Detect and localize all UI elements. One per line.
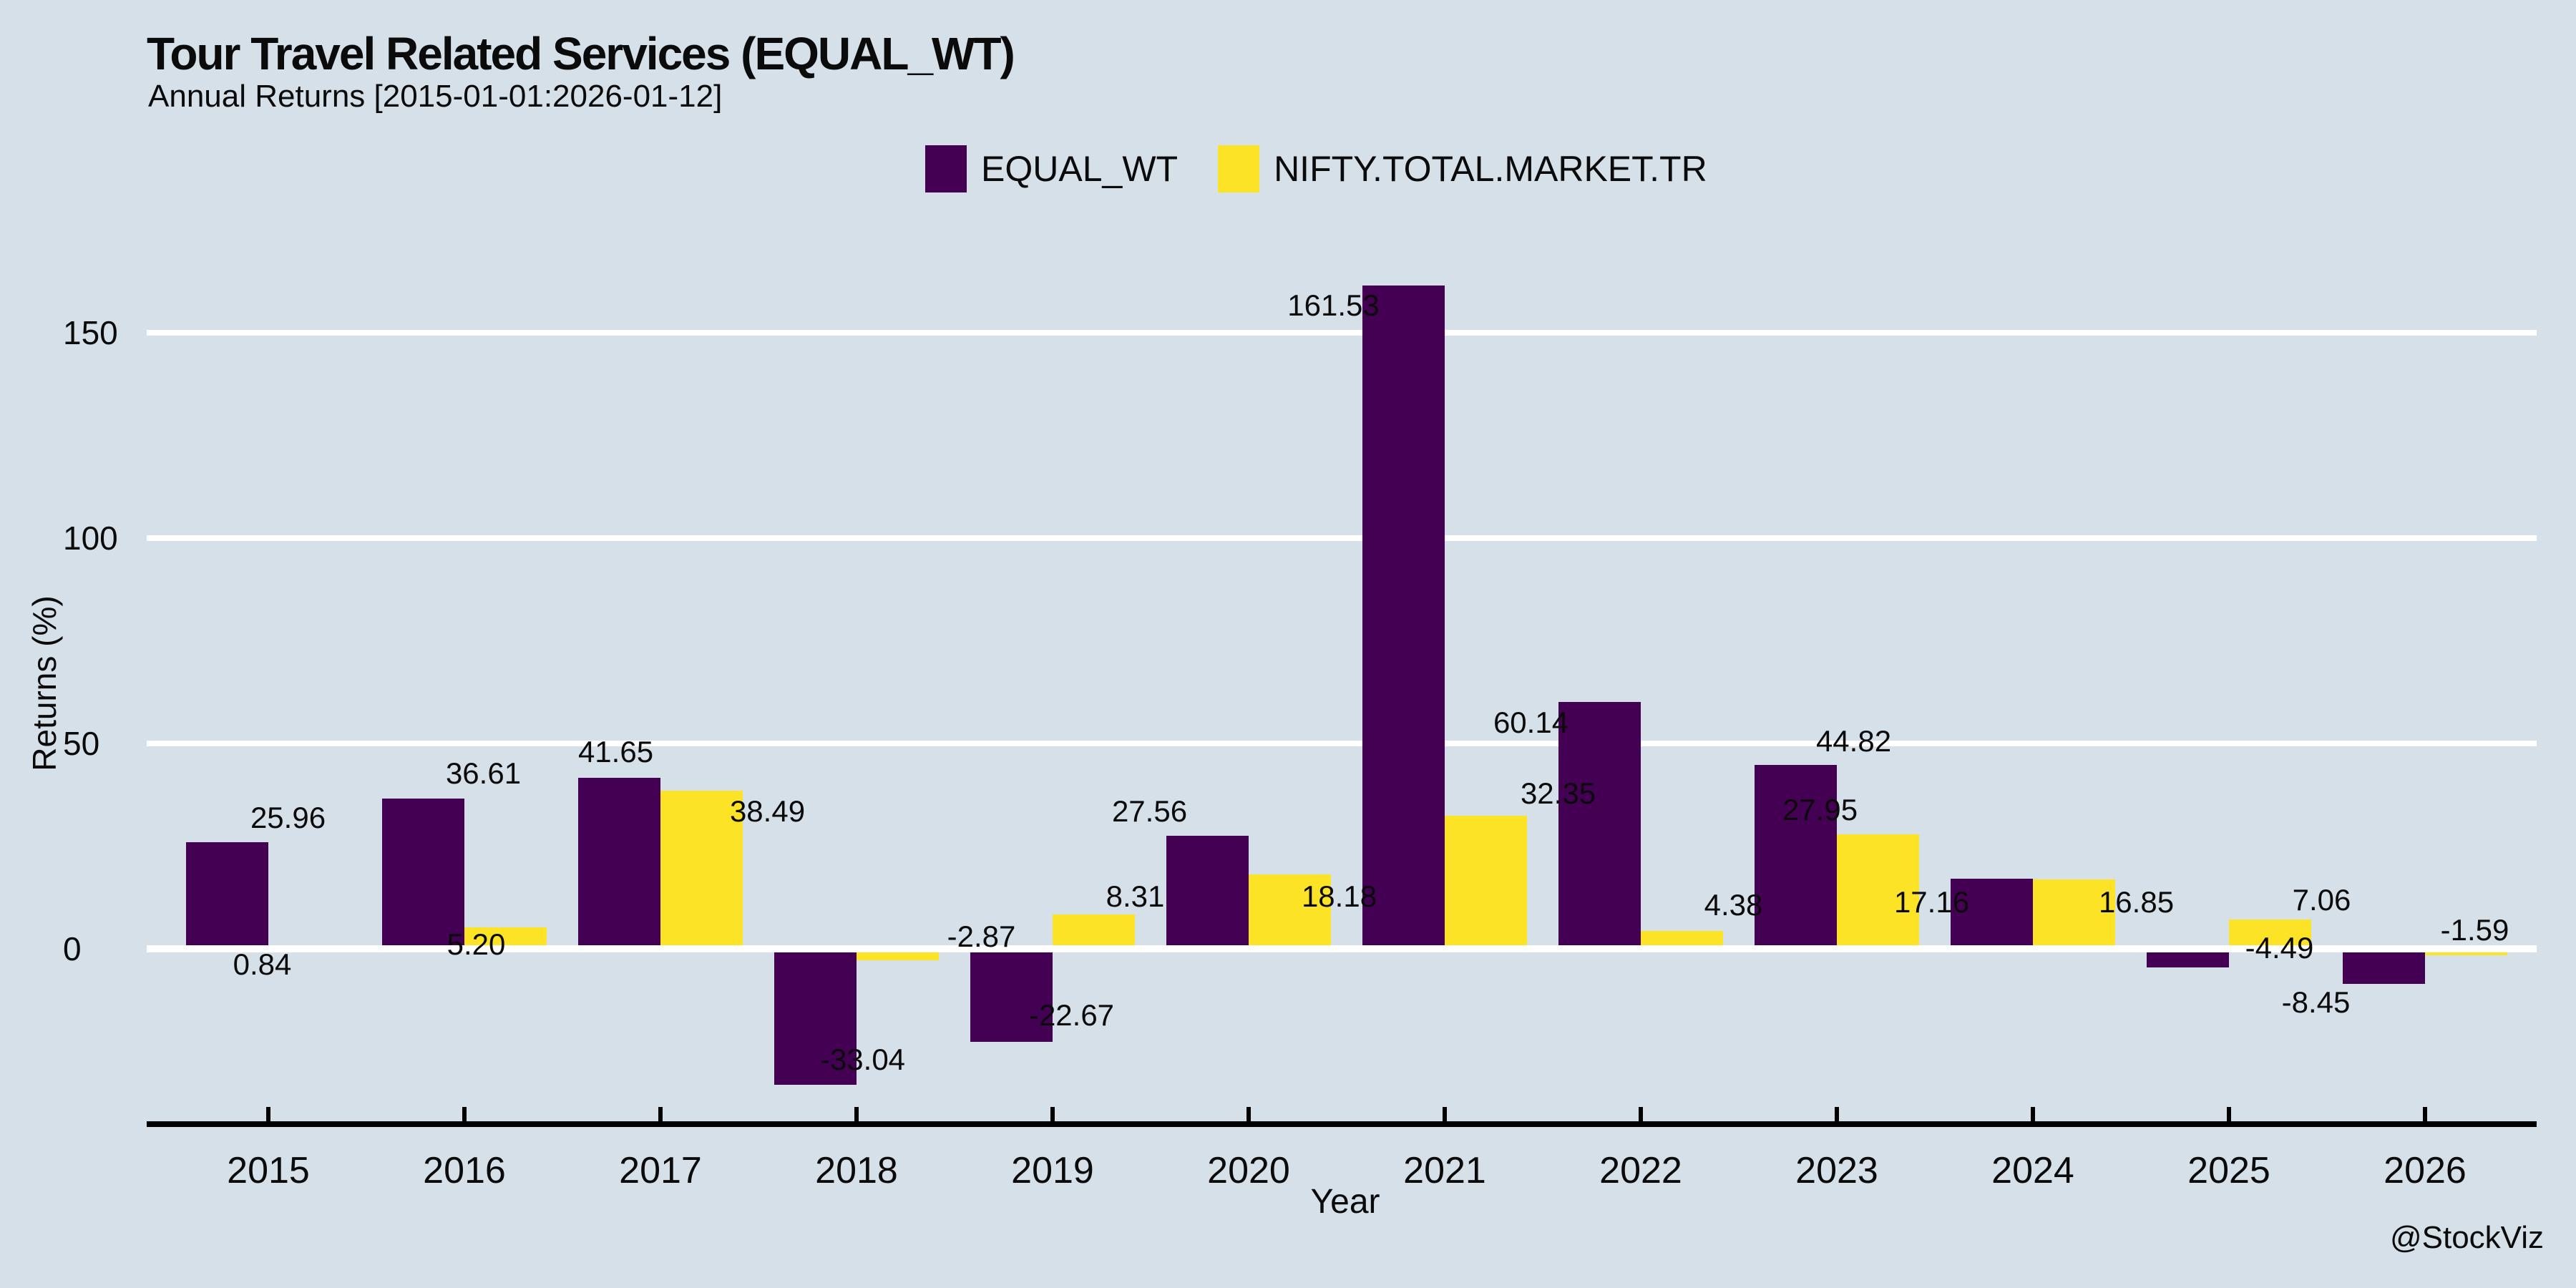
x-tick-2017 — [658, 1107, 663, 1123]
x-tick-2021 — [1443, 1107, 1447, 1123]
y-tick-label-0: 0 — [63, 930, 82, 967]
gridline-50 — [147, 741, 2537, 746]
bar-value-label-NIFTY.TOTAL.MARKET.TR-2017: 38.49 — [729, 794, 806, 829]
x-category-label-2020: 2020 — [1207, 1150, 1290, 1191]
bar-value-label-NIFTY.TOTAL.MARKET.TR-2025: 7.06 — [2292, 883, 2351, 917]
y-tick-label-50: 50 — [63, 725, 100, 762]
x-category-label-2016: 2016 — [423, 1150, 506, 1191]
bar-value-label-NIFTY.TOTAL.MARKET.TR-2018: -2.87 — [947, 919, 1016, 954]
legend-label-nifty-total-market-tr: NIFTY.TOTAL.MARKET.TR — [1274, 149, 1707, 189]
x-category-label-2026: 2026 — [2384, 1150, 2467, 1191]
x-tick-2023 — [1835, 1107, 1839, 1123]
x-tick-2022 — [1639, 1107, 1643, 1123]
bar-NIFTY.TOTAL.MARKET.TR-2020 — [1249, 874, 1331, 949]
bar-value-label-EQUAL_WT-2026: -8.45 — [2281, 985, 2351, 1019]
x-category-label-2017: 2017 — [619, 1150, 702, 1191]
bar-NIFTY.TOTAL.MARKET.TR-2019 — [1053, 914, 1135, 949]
bar-NIFTY.TOTAL.MARKET.TR-2021 — [1445, 816, 1527, 949]
x-tick-2015 — [266, 1107, 270, 1123]
bar-EQUAL_WT-2018 — [774, 949, 857, 1085]
x-axis-title: Year — [1310, 1183, 1380, 1221]
x-category-label-2022: 2022 — [1599, 1150, 1682, 1191]
bar-value-label-EQUAL_WT-2016: 36.61 — [445, 756, 522, 790]
bar-EQUAL_WT-2020 — [1166, 835, 1249, 949]
bar-value-label-NIFTY.TOTAL.MARKET.TR-2026: -1.59 — [2440, 913, 2509, 947]
bar-value-label-EQUAL_WT-2025: -4.49 — [2245, 930, 2314, 965]
bar-value-label-EQUAL_WT-2019: -22.67 — [1028, 998, 1115, 1033]
bar-EQUAL_WT-2019 — [970, 949, 1053, 1043]
bar-EQUAL_WT-2016 — [382, 798, 464, 949]
bar-value-label-EQUAL_WT-2022: 60.14 — [1493, 705, 1569, 739]
x-category-label-2023: 2023 — [1795, 1150, 1878, 1191]
bar-value-label-EQUAL_WT-2020: 27.56 — [1111, 794, 1188, 828]
x-category-label-2018: 2018 — [815, 1150, 898, 1191]
x-tick-2019 — [1050, 1107, 1055, 1123]
x-category-label-2025: 2025 — [2187, 1150, 2270, 1191]
x-category-label-2019: 2019 — [1011, 1150, 1094, 1191]
bar-EQUAL_WT-2023 — [1755, 764, 1837, 949]
legend-item-nifty-total-market-tr: NIFTY.TOTAL.MARKET.TR — [1218, 145, 1707, 192]
x-axis-line — [147, 1121, 2537, 1127]
bar-NIFTY.TOTAL.MARKET.TR-2024 — [2033, 879, 2115, 949]
bar-EQUAL_WT-2024 — [1951, 878, 2033, 949]
bar-value-label-EQUAL_WT-2021: 161.53 — [1287, 288, 1380, 322]
chart-title: Tour Travel Related Services (EQUAL_WT) — [147, 28, 1015, 79]
bar-value-label-NIFTY.TOTAL.MARKET.TR-2021: 32.35 — [1520, 776, 1596, 811]
bar-EQUAL_WT-2026 — [2343, 949, 2425, 984]
x-category-label-2024: 2024 — [1991, 1150, 2074, 1191]
y-axis-title: Returns (%) — [26, 595, 63, 771]
gridline-100 — [147, 535, 2537, 541]
legend-swatch-nifty-total-market-tr — [1218, 145, 1260, 192]
bar-value-label-NIFTY.TOTAL.MARKET.TR-2016: 5.20 — [447, 927, 506, 962]
x-tick-2020 — [1246, 1107, 1251, 1123]
bar-EQUAL_WT-2021 — [1362, 285, 1445, 949]
bar-value-label-EQUAL_WT-2015: 25.96 — [250, 800, 326, 834]
bar-value-label-EQUAL_WT-2018: -33.04 — [819, 1042, 906, 1076]
bar-NIFTY.TOTAL.MARKET.TR-2017 — [660, 791, 743, 949]
gridline-150 — [147, 330, 2537, 336]
bar-EQUAL_WT-2022 — [1558, 701, 1641, 949]
legend-label-equal-wt: EQUAL_WT — [981, 149, 1179, 189]
bar-value-label-EQUAL_WT-2024: 17.16 — [1893, 884, 1970, 919]
bar-value-label-NIFTY.TOTAL.MARKET.TR-2022: 4.38 — [1704, 887, 1763, 922]
x-tick-2016 — [462, 1107, 467, 1123]
gridline-0 — [147, 945, 2537, 952]
x-category-label-2015: 2015 — [227, 1150, 310, 1191]
bar-EQUAL_WT-2017 — [578, 777, 660, 949]
bar-value-label-NIFTY.TOTAL.MARKET.TR-2020: 18.18 — [1301, 879, 1377, 913]
bar-value-label-NIFTY.TOTAL.MARKET.TR-2015: 0.84 — [233, 947, 292, 982]
bar-value-label-NIFTY.TOTAL.MARKET.TR-2023: 27.95 — [1782, 792, 1858, 826]
bar-value-label-NIFTY.TOTAL.MARKET.TR-2019: 8.31 — [1106, 879, 1165, 914]
bar-NIFTY.TOTAL.MARKET.TR-2023 — [1837, 834, 1919, 949]
legend: EQUAL_WT NIFTY.TOTAL.MARKET.TR — [925, 145, 1707, 192]
bar-NIFTY.TOTAL.MARKET.TR-2025 — [2229, 919, 2311, 949]
legend-item-equal-wt: EQUAL_WT — [925, 145, 1178, 192]
bar-value-label-EQUAL_WT-2023: 44.82 — [1815, 723, 1892, 758]
x-tick-2025 — [2227, 1107, 2231, 1123]
legend-swatch-equal-wt — [925, 145, 967, 192]
attribution-watermark: @StockViz — [2389, 1220, 2544, 1255]
bar-value-label-EQUAL_WT-2017: 41.65 — [577, 734, 654, 769]
bar-EQUAL_WT-2015 — [186, 841, 268, 949]
bar-value-label-NIFTY.TOTAL.MARKET.TR-2024: 16.85 — [2098, 885, 2175, 919]
chart-subtitle: Annual Returns [2015-01-01:2026-01-12] — [148, 79, 723, 114]
y-tick-label-100: 100 — [63, 519, 118, 557]
x-tick-2024 — [2031, 1107, 2035, 1123]
x-tick-2026 — [2423, 1107, 2427, 1123]
x-tick-2018 — [854, 1107, 859, 1123]
y-tick-label-150: 150 — [63, 314, 118, 351]
x-category-label-2021: 2021 — [1403, 1150, 1486, 1191]
